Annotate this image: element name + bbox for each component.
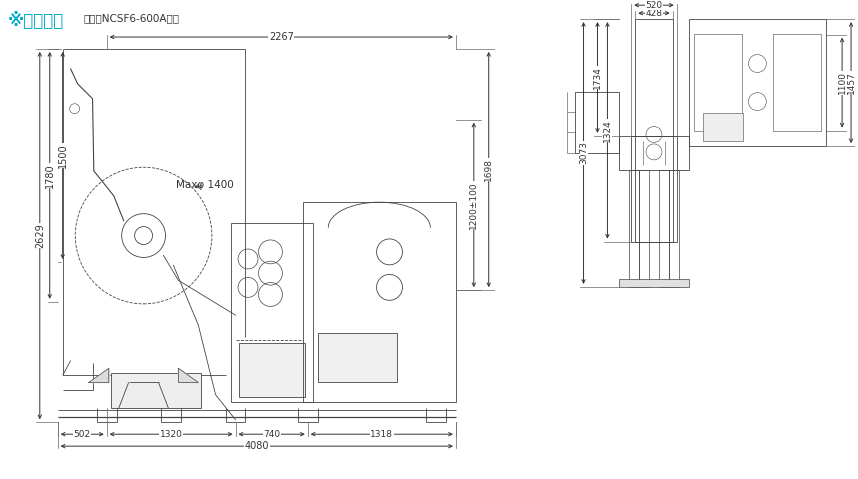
Bar [112, 374, 201, 408]
Text: 1780: 1780 [45, 163, 55, 188]
Text: 520: 520 [645, 0, 662, 10]
Bar [668, 170, 679, 287]
Bar [639, 170, 649, 287]
Text: 以常用NCSF6-600A展示: 以常用NCSF6-600A展示 [83, 13, 179, 23]
Text: 1200±100: 1200±100 [469, 181, 478, 228]
Bar [239, 342, 305, 398]
Bar [317, 333, 397, 382]
Text: 740: 740 [263, 430, 281, 439]
Bar [575, 92, 619, 153]
Text: 1734: 1734 [593, 66, 602, 89]
Text: 1318: 1318 [371, 430, 393, 439]
Text: 428: 428 [645, 9, 662, 18]
Text: 1324: 1324 [603, 119, 612, 142]
Bar [629, 170, 639, 287]
Text: 502: 502 [74, 430, 91, 439]
Text: 3073: 3073 [579, 141, 588, 164]
Bar [631, 136, 677, 241]
Polygon shape [178, 368, 198, 382]
Bar [704, 113, 743, 141]
Bar [773, 34, 821, 131]
Text: 4080: 4080 [245, 441, 269, 451]
Text: 1698: 1698 [484, 158, 493, 181]
Bar [635, 19, 673, 241]
Bar [619, 136, 689, 170]
Polygon shape [89, 368, 109, 382]
Text: 1320: 1320 [160, 430, 183, 439]
Bar [231, 224, 312, 402]
Bar [659, 170, 669, 287]
Text: 1500: 1500 [57, 143, 68, 168]
Text: ※外形尺寸: ※外形尺寸 [8, 12, 64, 30]
Text: 1100: 1100 [837, 71, 847, 94]
Text: 1457: 1457 [847, 71, 855, 94]
Bar [619, 279, 689, 287]
Text: 2629: 2629 [35, 223, 45, 248]
Bar [689, 19, 826, 146]
Bar [303, 202, 456, 402]
Bar [693, 34, 741, 131]
Text: Maxφ 1400: Maxφ 1400 [176, 180, 233, 190]
Text: 2267: 2267 [269, 32, 293, 42]
